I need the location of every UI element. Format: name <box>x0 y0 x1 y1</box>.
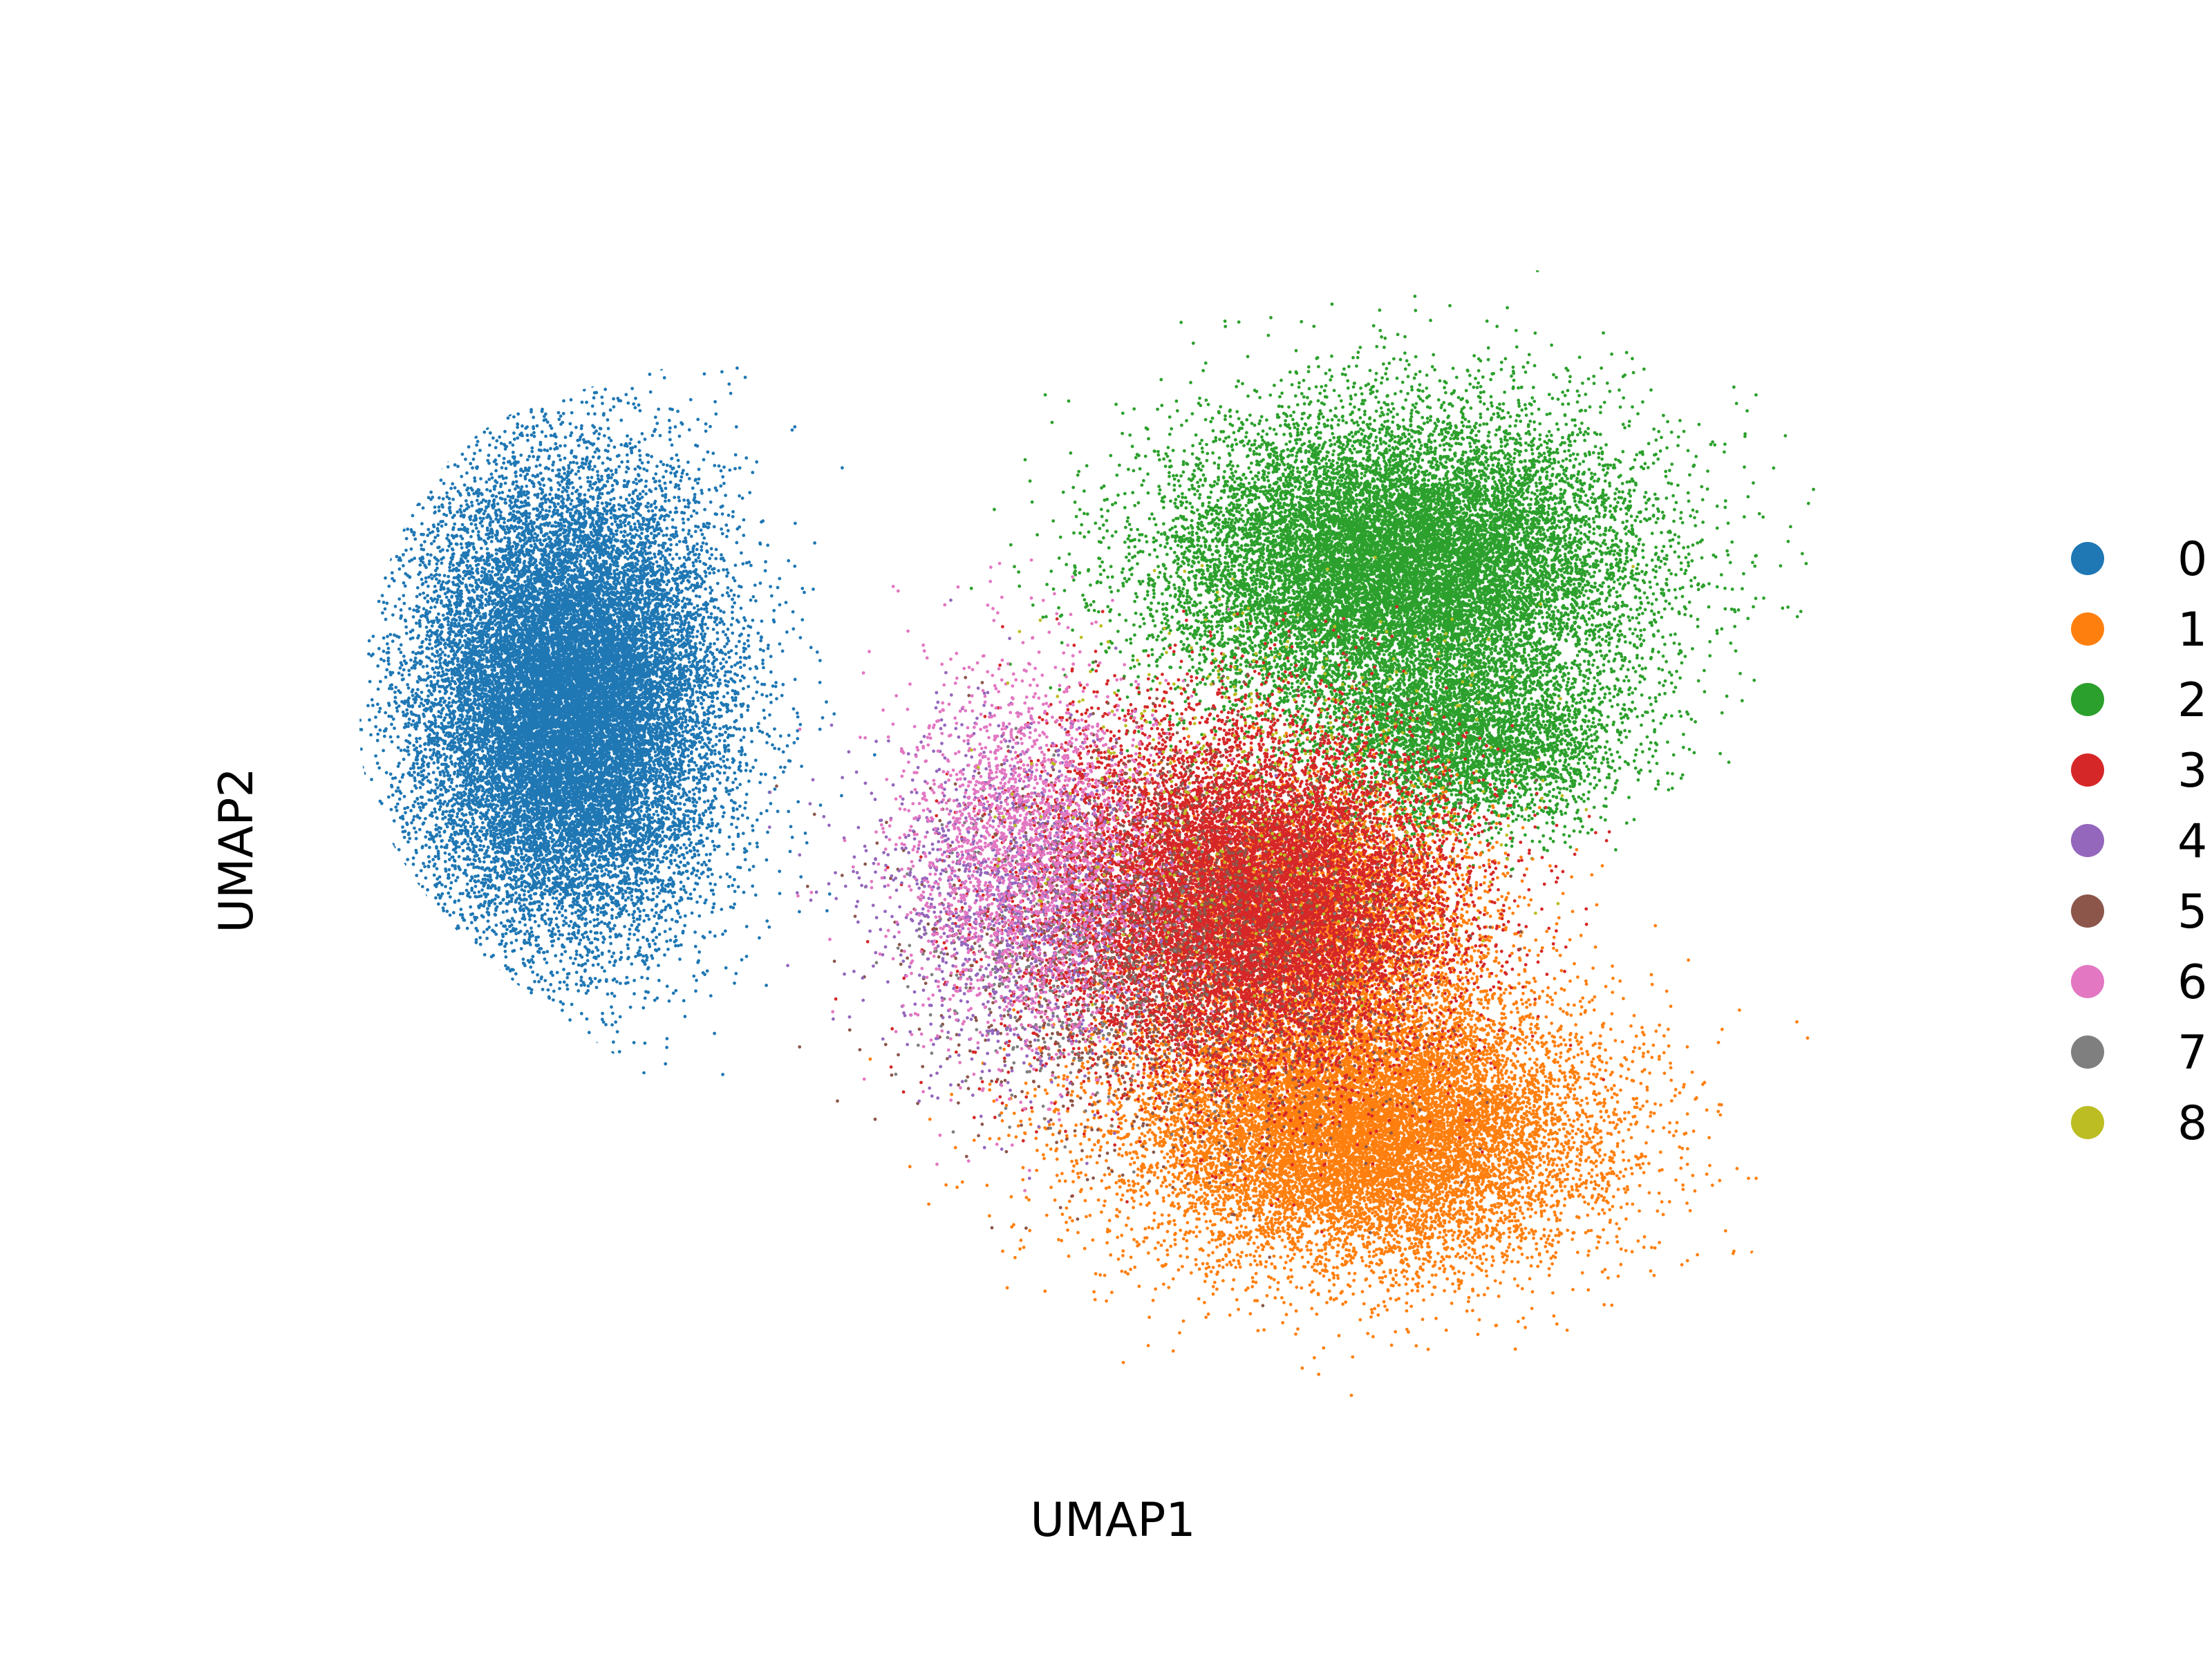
legend-label-3: 3 <box>2177 744 2207 798</box>
legend: 0 1 2 3 4 5 6 7 8 <box>2071 532 2207 1151</box>
series-2-points <box>969 269 1815 889</box>
series-4-point-cloud <box>767 598 1278 1180</box>
legend-marker-5 <box>2071 894 2104 928</box>
legend-label-8: 8 <box>2177 1096 2207 1151</box>
legend-marker-1 <box>2071 612 2104 646</box>
series-0-points <box>359 259 877 1121</box>
y-axis-label: UMAP2 <box>209 767 264 932</box>
legend-marker-2 <box>2071 683 2104 716</box>
legend-label-6: 6 <box>2177 955 2207 1010</box>
series-2-point-cloud <box>969 269 1815 889</box>
legend-label-2: 2 <box>2177 673 2207 728</box>
legend-label-0: 0 <box>2177 532 2207 587</box>
legend-marker-8 <box>2071 1106 2104 1139</box>
legend-label-1: 1 <box>2177 603 2207 657</box>
legend-label-5: 5 <box>2177 885 2207 939</box>
series-0-point-cloud <box>359 259 877 1121</box>
legend-label-4: 4 <box>2177 814 2207 869</box>
legend-marker-3 <box>2071 753 2104 787</box>
legend-marker-7 <box>2071 1035 2104 1069</box>
legend-marker-4 <box>2071 824 2104 857</box>
legend-marker-6 <box>2071 965 2104 998</box>
series-3-point-cloud <box>834 605 1611 1234</box>
series-4-points <box>767 598 1278 1180</box>
scatter-points <box>359 259 1815 1397</box>
series-3-points <box>834 605 1611 1234</box>
x-axis-label: UMAP1 <box>1030 1493 1195 1548</box>
legend-marker-0 <box>2071 542 2104 575</box>
legend-label-7: 7 <box>2177 1026 2207 1080</box>
